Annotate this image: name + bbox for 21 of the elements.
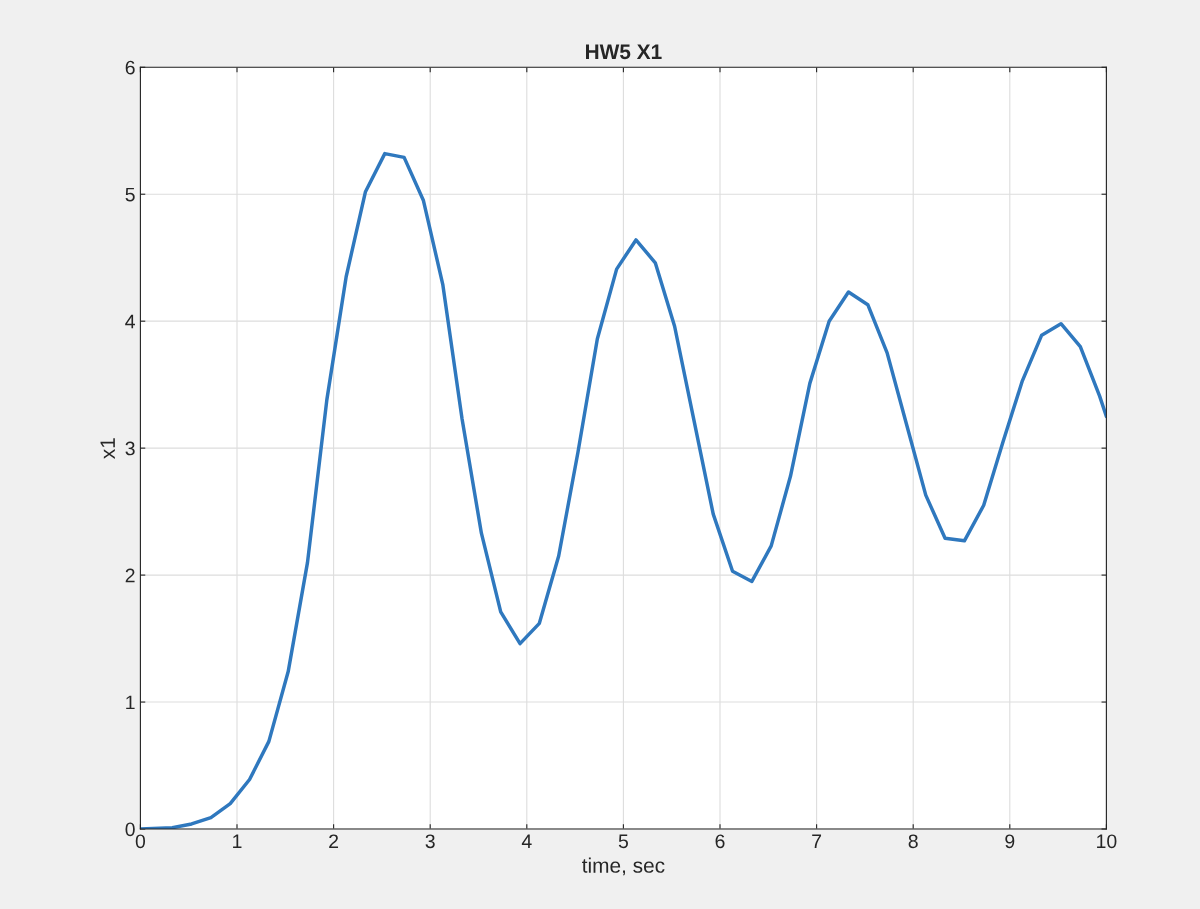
x-axis-title: time, sec [582, 857, 665, 876]
y-tick-label: 2 [125, 568, 135, 583]
y-tick-label: 3 [125, 441, 135, 456]
x-tick-label: 2 [329, 834, 339, 848]
x-tick-label: 1 [233, 834, 242, 848]
x-tick-label: 6 [715, 834, 725, 849]
x-tick-label: 5 [618, 834, 628, 849]
y-tick-label: 1 [126, 695, 135, 710]
y-tick-label: 5 [125, 187, 135, 202]
x-tick-label: 4 [521, 834, 532, 848]
y-tick-label: 4 [125, 314, 135, 329]
chart-title: HW5 X1 [586, 44, 662, 60]
y-tick-label: 0 [125, 822, 135, 837]
x-tick-label: 8 [908, 834, 918, 849]
x-tick-label: 9 [1005, 834, 1015, 849]
x-tick-label: 0 [135, 834, 146, 849]
x-tick-label: 7 [812, 834, 822, 848]
y-tick-label: 6 [125, 60, 135, 75]
x-tick-label: 3 [425, 834, 435, 849]
x-tick-label: 10 [1097, 834, 1117, 849]
y-axis-title: x1 [100, 438, 115, 459]
